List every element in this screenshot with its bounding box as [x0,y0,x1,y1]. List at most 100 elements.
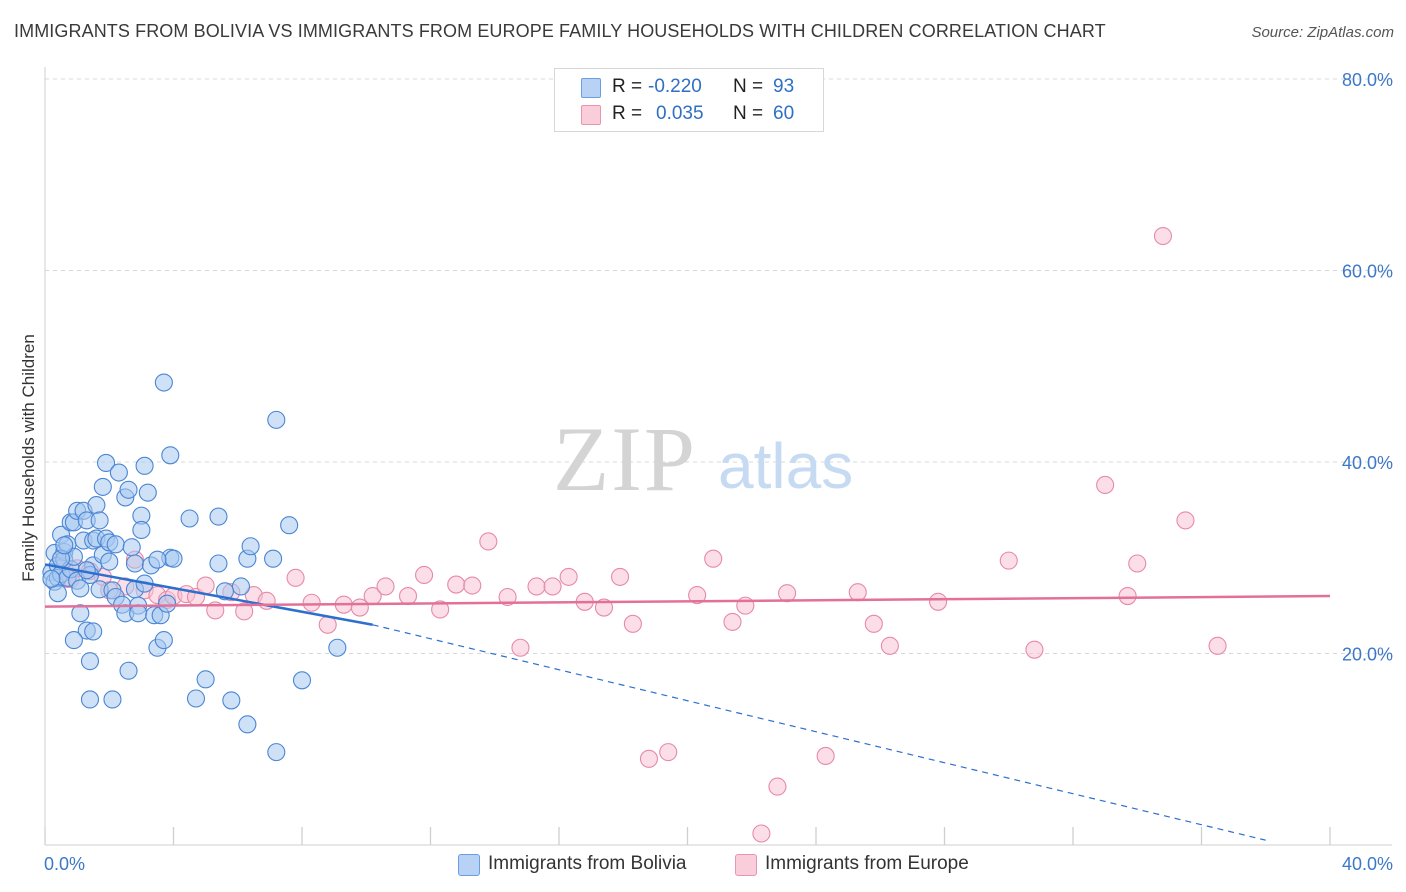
series-bolivia [42,373,347,762]
point-europe [302,593,321,612]
legend-n-label: N = [733,76,764,97]
y-tick-label: 40.0% [1342,453,1393,473]
point-europe [1153,226,1172,246]
point-europe [610,567,630,586]
point-europe [559,567,578,586]
point-bolivia [106,535,125,554]
stats-legend: R = -0.220 N = 93 R = 0.035 N = 60 [554,68,824,132]
point-bolivia [196,670,215,689]
point-europe [511,638,530,657]
point-europe [196,576,215,595]
axes [44,67,1392,846]
point-europe [816,746,835,766]
bottom-legend-label-bolivia: Immigrants from Bolivia [488,853,687,874]
point-europe [639,749,659,768]
point-bolivia [55,536,74,555]
legend-n-value: 93 [773,76,795,97]
point-bolivia [215,582,234,601]
point-bolivia [154,373,173,392]
point-bolivia [129,604,148,623]
watermark-atlas: atlas [718,430,853,502]
point-bolivia [80,690,100,709]
x-tick-label-min: 0.0% [44,854,85,874]
point-bolivia [135,456,154,475]
point-europe [688,586,707,605]
point-europe [398,586,418,606]
point-bolivia [280,516,299,535]
point-bolivia [158,594,177,613]
point-bolivia [84,622,103,641]
point-europe [1128,554,1147,573]
point-bolivia [71,579,90,598]
point-europe [768,777,787,796]
point-europe [463,576,482,595]
y-axis-title: Family Households with Children [19,334,38,582]
point-europe [623,614,642,633]
point-europe [1176,511,1195,530]
y-tick-label: 80.0% [1342,70,1393,90]
bottom-legend-label-europe: Immigrants from Europe [765,853,969,874]
point-europe [286,568,305,587]
point-europe [498,587,517,607]
legend-swatch-europe [581,105,601,125]
point-bolivia [161,446,180,465]
point-bolivia [164,549,183,568]
watermark: ZIP atlas [553,408,853,510]
point-bolivia [119,480,138,499]
point-bolivia [209,507,228,526]
series-europe [52,226,1227,843]
point-europe [864,614,883,633]
trend-bolivia [44,563,373,627]
point-bolivia [100,552,119,571]
bottom-legend-swatch-europe [735,854,757,876]
point-europe [1208,636,1227,655]
point-europe [1096,475,1115,495]
y-tick-label: 20.0% [1342,645,1393,665]
point-europe [659,743,678,762]
point-bolivia [292,671,312,690]
legend-r-label: R = [612,76,643,97]
point-europe [235,602,254,621]
bottom-legend-swatch-bolivia [458,854,480,876]
point-bolivia [231,577,251,596]
point-bolivia [186,689,206,708]
tick-labels: 20.0% 40.0% 60.0% 80.0% 0.0% 40.0% [44,70,1393,874]
point-europe [752,824,771,843]
point-bolivia [96,453,116,473]
point-europe [929,592,948,611]
point-bolivia [148,550,167,569]
point-bolivia [222,691,241,710]
watermark-zip: ZIP [553,408,697,510]
point-bolivia [42,569,61,588]
point-bolivia [267,410,286,429]
point-europe [848,583,867,602]
point-europe [1118,586,1137,606]
point-europe [723,612,742,631]
legend-n-value: 60 [773,103,795,124]
point-bolivia [238,715,257,734]
point-bolivia [71,604,90,623]
point-europe [704,549,723,568]
point-europe [479,532,498,551]
point-bolivia [180,509,199,528]
point-bolivia [328,638,347,657]
point-europe [594,598,614,617]
point-bolivia [241,537,260,556]
point-bolivia [119,661,138,680]
point-bolivia [122,538,141,557]
trend-lines [44,563,1331,841]
grid-lines [45,78,1392,654]
point-europe [1025,640,1044,659]
point-bolivia [64,631,83,650]
point-europe [527,577,546,596]
point-bolivia [267,743,286,762]
point-europe [543,577,562,596]
chart-title: IMMIGRANTS FROM BOLIVIA VS IMMIGRANTS FR… [14,21,1106,41]
point-bolivia [103,690,122,709]
point-bolivia [80,652,100,671]
point-europe [431,600,450,619]
point-bolivia [264,549,283,568]
y-tick-label: 60.0% [1342,262,1393,282]
point-bolivia [125,554,144,573]
